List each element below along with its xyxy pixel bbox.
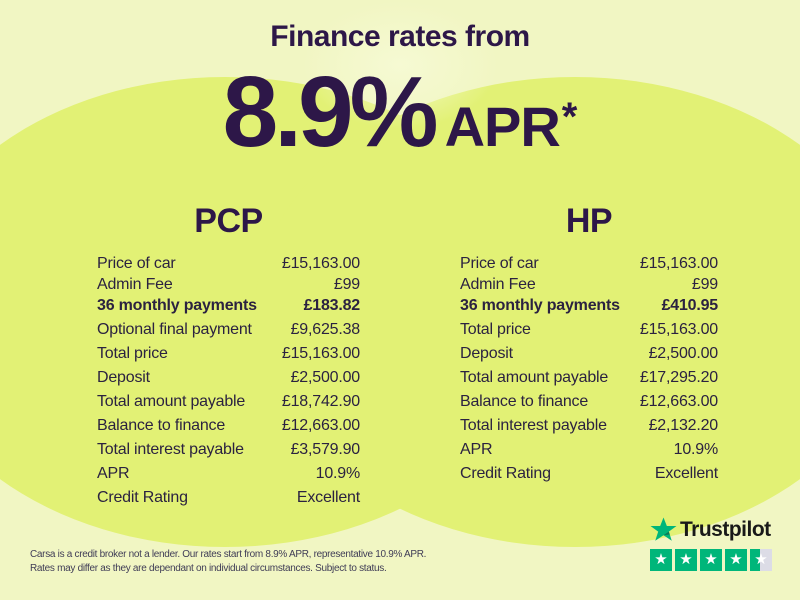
row-label: 36 monthly payments [97, 297, 257, 314]
table-row: Price of car £15,163.00 [460, 255, 718, 276]
disclaimer-line-2: Rates may differ as they are dependant o… [30, 563, 387, 574]
trustpilot-star-icon [650, 517, 677, 541]
table-row: APR 10.9% [460, 441, 718, 462]
row-label: Credit Rating [97, 489, 188, 506]
table-row: Admin Fee £99 [460, 276, 718, 297]
row-value: £15,163.00 [639, 321, 718, 338]
pcp-heading: PCP [194, 202, 263, 240]
background-circle-right [255, 77, 800, 547]
legal-disclaimer: Carsa is a credit broker not a lender. O… [30, 548, 460, 576]
trustpilot-badge[interactable]: Trustpilot ★ ★ ★ ★ ★ [650, 517, 774, 571]
row-label: Total price [97, 345, 168, 362]
rating-star-box: ★ [700, 549, 722, 571]
row-label: Admin Fee [460, 276, 536, 293]
row-value: £2,500.00 [648, 345, 719, 362]
trustpilot-name: Trustpilot [680, 518, 771, 541]
rating-star-box: ★ [750, 549, 772, 571]
row-label: Admin Fee [97, 276, 173, 293]
row-value: Excellent [296, 489, 360, 506]
table-row: Optional final payment £9,625.38 [97, 321, 360, 342]
table-row: Balance to finance £12,663.00 [97, 417, 360, 438]
row-label: Deposit [460, 345, 513, 362]
table-row: Price of car £15,163.00 [97, 255, 360, 276]
row-value: £12,663.00 [639, 393, 718, 410]
row-label: Credit Rating [460, 465, 551, 482]
table-row: Deposit £2,500.00 [460, 345, 718, 366]
table-row: Total amount payable £18,742.90 [97, 393, 360, 414]
pcp-finance-table: PCP Price of car £15,163.00 Admin Fee £99 36… [97, 202, 360, 513]
row-value: £15,163.00 [281, 255, 360, 272]
rate-apr-label: APR [444, 95, 561, 158]
row-label: Total interest payable [460, 417, 607, 434]
row-label: Balance to finance [460, 393, 589, 410]
row-label: Price of car [97, 255, 176, 272]
table-row: Total interest payable £2,132.20 [460, 417, 718, 438]
trustpilot-logo: Trustpilot [650, 517, 774, 543]
row-value: £183.82 [303, 297, 361, 314]
table-row: Credit Rating Excellent [97, 489, 360, 510]
row-value: £12,663.00 [281, 417, 360, 434]
row-label: Optional final payment [97, 321, 252, 338]
row-value: £99 [333, 276, 360, 293]
rate-asterisk: * [561, 95, 578, 139]
row-value: £2,132.20 [648, 417, 719, 434]
trustpilot-rating-stars: ★ ★ ★ ★ ★ [650, 549, 774, 571]
table-row: Deposit £2,500.00 [97, 369, 360, 390]
promo-title: Finance rates from [270, 20, 530, 53]
rating-star-box: ★ [675, 549, 697, 571]
row-value: 10.9% [673, 441, 719, 458]
table-row: Balance to finance £12,663.00 [460, 393, 718, 414]
row-value: £15,163.00 [639, 255, 718, 272]
row-label: 36 monthly payments [460, 297, 620, 314]
hp-heading: HP [565, 202, 613, 240]
table-row: Total price £15,163.00 [460, 321, 718, 342]
row-value: £3,579.90 [290, 441, 361, 458]
row-value: 10.9% [315, 465, 361, 482]
row-label: Deposit [97, 369, 150, 386]
rate-value: 8.9% [222, 56, 439, 168]
disclaimer-line-1: Carsa is a credit broker not a lender. O… [30, 549, 427, 560]
row-label: Total amount payable [97, 393, 246, 410]
row-value: £18,742.90 [281, 393, 360, 410]
row-label: APR [97, 465, 130, 482]
row-value: £2,500.00 [290, 369, 361, 386]
row-label: Balance to finance [97, 417, 226, 434]
row-label: Price of car [460, 255, 539, 272]
row-value: Excellent [654, 465, 718, 482]
row-value: £410.95 [661, 297, 719, 314]
row-value: £99 [691, 276, 718, 293]
table-row: APR 10.9% [97, 465, 360, 486]
hp-finance-table: HP Price of car £15,163.00 Admin Fee £99 36 … [460, 202, 718, 489]
table-row: 36 monthly payments £183.82 [97, 297, 360, 318]
row-label: Total amount payable [460, 369, 609, 386]
pcp-rows: Price of car £15,163.00 Admin Fee £99 36 mon… [97, 255, 360, 510]
table-row: Total amount payable £17,295.20 [460, 369, 718, 390]
row-value: £17,295.20 [639, 369, 718, 386]
table-row: Total price £15,163.00 [97, 345, 360, 366]
row-label: APR [460, 441, 493, 458]
table-row: 36 monthly payments £410.95 [460, 297, 718, 318]
row-label: Total interest payable [97, 441, 244, 458]
headline-rate: 8.9% APR * [0, 56, 800, 181]
table-row: Credit Rating Excellent [460, 465, 718, 486]
table-row: Total interest payable £3,579.90 [97, 441, 360, 462]
header: Finance rates from 8.9% APR * [0, 0, 800, 181]
rating-star-box: ★ [650, 549, 672, 571]
row-value: £9,625.38 [290, 321, 361, 338]
rating-star-box: ★ [725, 549, 747, 571]
hp-rows: Price of car £15,163.00 Admin Fee £99 36 mon… [460, 255, 718, 486]
row-label: Total price [460, 321, 531, 338]
table-row: Admin Fee £99 [97, 276, 360, 297]
row-value: £15,163.00 [281, 345, 360, 362]
